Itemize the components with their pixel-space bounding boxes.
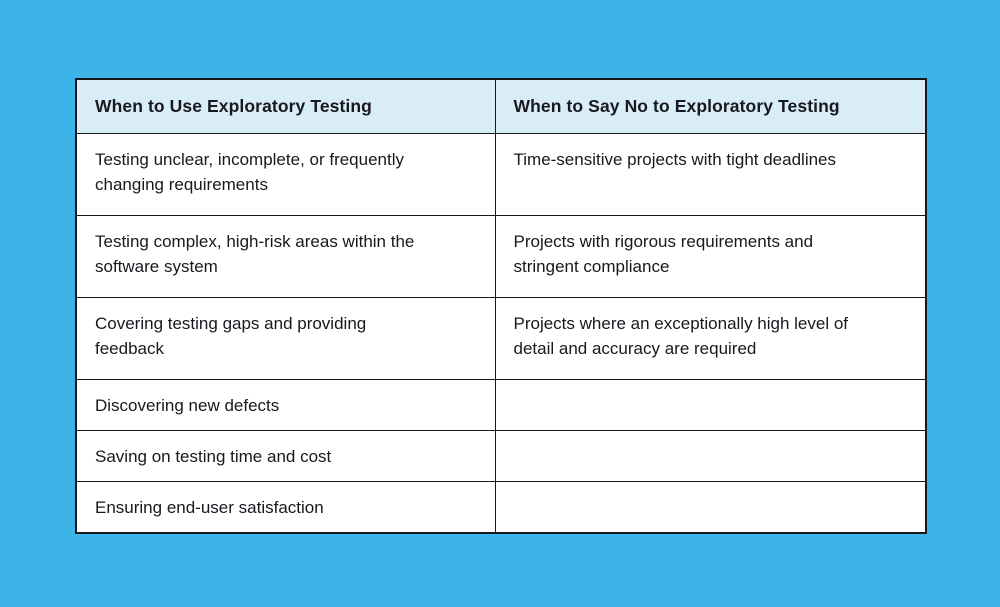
table-row: Saving on testing time and cost	[75, 429, 927, 482]
cell-use-new-defects: Discovering new defects	[75, 378, 496, 431]
table-row: Ensuring end-user satisfaction	[75, 480, 927, 533]
cell-empty	[494, 429, 927, 482]
cell-use-complex-areas: Testing complex, high-risk areas within …	[75, 214, 496, 298]
table-row: Covering testing gaps and providing feed…	[75, 296, 927, 380]
cell-use-end-user-satisfaction: Ensuring end-user satisfaction	[75, 480, 496, 533]
cell-empty	[494, 378, 927, 431]
cell-no-high-detail: Projects where an exceptionally high lev…	[494, 296, 927, 380]
column-header-when-to-say-no: When to Say No to Exploratory Testing	[494, 78, 927, 134]
table-header-row: When to Use Exploratory Testing When to …	[75, 78, 927, 134]
exploratory-testing-comparison-table: When to Use Exploratory Testing When to …	[75, 78, 927, 534]
table-row: Discovering new defects	[75, 378, 927, 431]
cell-use-covering-gaps: Covering testing gaps and providing feed…	[75, 296, 496, 380]
column-header-when-to-use: When to Use Exploratory Testing	[75, 78, 496, 134]
cell-use-requirements: Testing unclear, incomplete, or frequent…	[75, 132, 496, 216]
table-row: Testing complex, high-risk areas within …	[75, 214, 927, 298]
cell-use-saving-time: Saving on testing time and cost	[75, 429, 496, 482]
table-row: Testing unclear, incomplete, or frequent…	[75, 132, 927, 216]
cell-no-rigorous-requirements: Projects with rigorous requirements and …	[494, 214, 927, 298]
cell-empty	[494, 480, 927, 533]
cell-no-time-sensitive: Time-sensitive projects with tight deadl…	[494, 132, 927, 216]
